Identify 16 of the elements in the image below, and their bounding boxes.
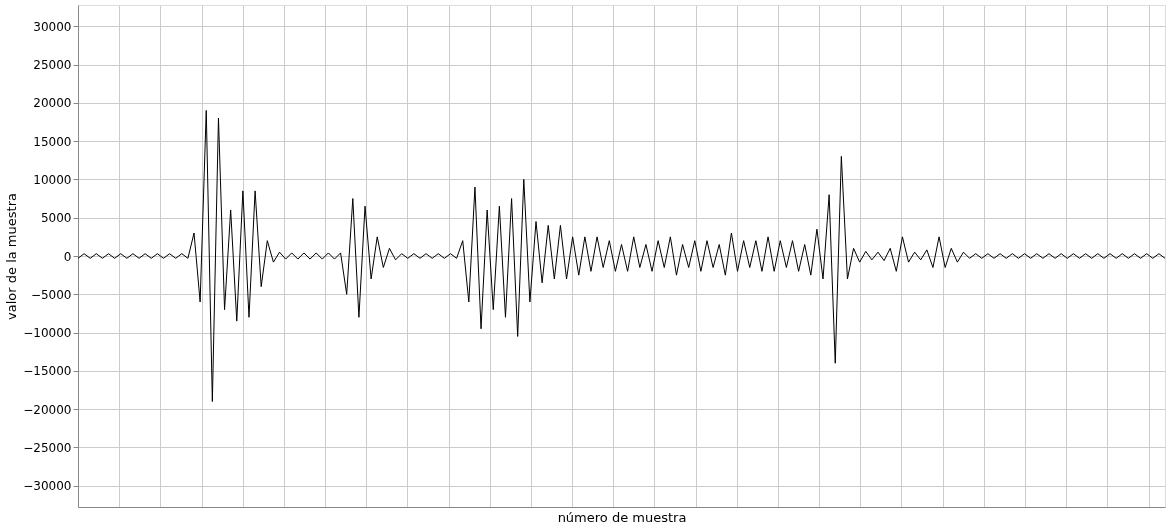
y-tick-label: 15000 xyxy=(33,134,72,149)
y-tick-label: 5000 xyxy=(40,211,72,226)
y-tick-label: 30000 xyxy=(33,19,72,34)
y-tick-label: 20000 xyxy=(33,96,72,111)
y-tick-label: −10000 xyxy=(23,326,72,341)
y-tick-label: −25000 xyxy=(23,441,72,455)
y-axis-title: valor de la muestra xyxy=(4,193,20,320)
y-tick-label: 0 xyxy=(63,249,72,264)
y-tick-label: −30000 xyxy=(23,479,72,494)
line-series xyxy=(77,109,1166,403)
y-tick-label: 10000 xyxy=(33,172,72,187)
y-tick-label: −5000 xyxy=(30,287,72,302)
x-axis-title: número de muestra xyxy=(557,509,687,525)
y-tick-label: −20000 xyxy=(23,402,72,417)
y-tick-label: 25000 xyxy=(33,58,72,72)
y-tick-label: −15000 xyxy=(23,364,72,379)
